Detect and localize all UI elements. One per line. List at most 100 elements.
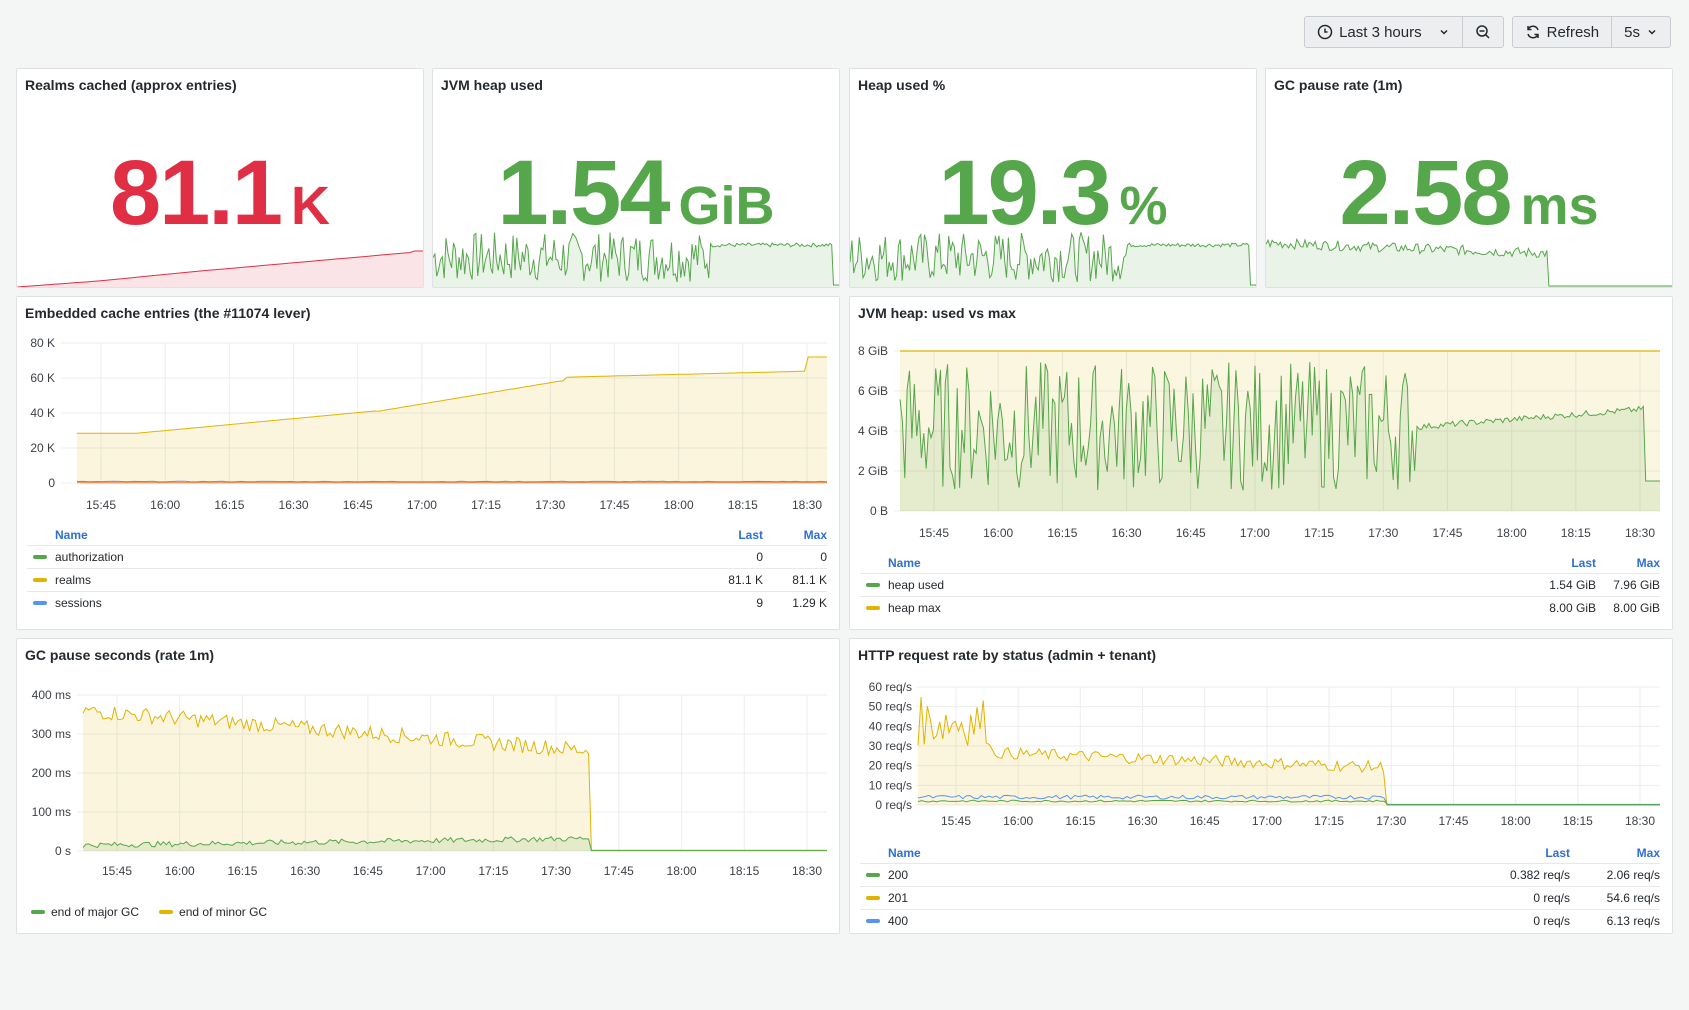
- legend-row[interactable]: 200 0.382 req/s 2.06 req/s: [860, 863, 1660, 886]
- series-last: 0: [756, 550, 763, 564]
- panel-embedded-cache-entries[interactable]: Embedded cache entries (the #11074 lever…: [16, 296, 840, 630]
- panel-title: JVM heap used: [441, 77, 543, 93]
- stat-panel-realms-cached[interactable]: Realms cached (approx entries) 81.1 K: [16, 68, 424, 288]
- series-name: authorization: [55, 550, 124, 564]
- legend-row[interactable]: heap max 8.00 GiB 8.00 GiB: [860, 596, 1660, 619]
- x-tick-label: 17:45: [1438, 814, 1468, 828]
- legend-row[interactable]: authorization 0 0: [27, 545, 827, 568]
- panel-title: Heap used %: [858, 77, 946, 93]
- legend-header-name[interactable]: Name: [55, 528, 88, 542]
- x-tick-label: 17:30: [1376, 814, 1406, 828]
- legend-row[interactable]: sessions 9 1.29 K: [27, 591, 827, 614]
- series-swatch: [159, 910, 174, 914]
- y-tick-label: 100 ms: [32, 805, 71, 819]
- time-range-label: Last 3 hours: [1339, 23, 1422, 41]
- series-last: 8.00 GiB: [1549, 601, 1596, 615]
- y-tick-label: 20 req/s: [869, 759, 912, 773]
- legend-header-max[interactable]: Max: [1636, 556, 1660, 570]
- series-name: 201: [888, 891, 909, 905]
- y-tick-label: 8 GiB: [858, 344, 888, 358]
- legend-table: Name Last Max heap used 1.54 GiB 7.96 Gi…: [860, 553, 1660, 619]
- x-tick-label: 16:15: [1065, 814, 1095, 828]
- series-swatch: [866, 606, 880, 610]
- x-tick-label: 16:15: [227, 864, 257, 878]
- legend-item[interactable]: end of minor GC: [159, 905, 267, 919]
- series-400-line: [917, 794, 1660, 806]
- legend-row[interactable]: 400 0 req/s 6.13 req/s: [860, 909, 1660, 932]
- series-max: 0: [820, 550, 827, 564]
- series-heap-used-line: [899, 362, 1660, 491]
- y-tick-label: 0 B: [870, 504, 888, 518]
- y-tick-label: 4 GiB: [858, 424, 888, 438]
- refresh-group: Refresh 5s: [1511, 16, 1671, 48]
- legend-row[interactable]: heap used 1.54 GiB 7.96 GiB: [860, 573, 1660, 596]
- series-last: 0.382 req/s: [1509, 868, 1570, 882]
- sparkline-area: [433, 232, 839, 287]
- x-tick-label: 17:00: [407, 498, 437, 512]
- series-max: 81.1 K: [792, 573, 827, 587]
- time-range-picker[interactable]: Last 3 hours: [1305, 17, 1463, 47]
- sparkline-line: [1266, 237, 1672, 287]
- stat-unit: K: [291, 176, 331, 236]
- legend-item[interactable]: end of major GC: [31, 905, 139, 919]
- y-tick-label: 400 ms: [32, 688, 71, 702]
- x-tick-label: 17:15: [1304, 526, 1334, 540]
- stat-panel-gc-pause-rate[interactable]: GC pause rate (1m) 2.58 ms: [1265, 68, 1673, 288]
- panel-gc-pause-seconds[interactable]: GC pause seconds (rate 1m) 0 s 100 ms 200 …: [16, 638, 840, 934]
- series-name: end of minor GC: [179, 905, 268, 919]
- x-tick-label: 16:45: [1176, 526, 1206, 540]
- x-tick-label: 18:00: [1501, 814, 1531, 828]
- x-tick-label: 17:30: [1368, 526, 1398, 540]
- y-tick-label: 60 K: [30, 371, 55, 385]
- timeseries-chart: 0 s 100 ms 200 ms 300 ms 400 ms 15:45 16:00 16:…: [32, 688, 827, 878]
- y-tick-label: 2 GiB: [858, 464, 888, 478]
- refresh-interval-label: 5s: [1624, 23, 1640, 41]
- x-tick-label: 17:45: [604, 864, 634, 878]
- legend-header-last[interactable]: Last: [1545, 846, 1570, 860]
- series-swatch: [866, 583, 880, 587]
- legend-header-name[interactable]: Name: [888, 556, 921, 570]
- x-tick-label: 16:45: [343, 498, 373, 512]
- stat-unit: %: [1119, 176, 1168, 236]
- series-swatch: [866, 896, 880, 900]
- panel-http-request-rate[interactable]: HTTP request rate by status (admin + ten…: [849, 638, 1673, 934]
- x-tick-label: 15:45: [86, 498, 116, 512]
- y-tick-label: 300 ms: [32, 727, 71, 741]
- x-tick-label: 18:30: [1625, 814, 1655, 828]
- legend-table: Name Last Max authorization 0 0 realms 8…: [27, 525, 827, 614]
- stat-value: 2.58 ms: [1266, 141, 1672, 246]
- x-tick-label: 17:15: [478, 864, 508, 878]
- stat-panel-jvm-heap-used[interactable]: JVM heap used 1.54 GiB: [432, 68, 840, 288]
- series-swatch: [866, 873, 880, 877]
- series-name: 400: [888, 914, 909, 928]
- series-last: 1.54 GiB: [1549, 578, 1596, 592]
- panel-jvm-heap-used-vs-max[interactable]: JVM heap: used vs max 0 B 2 GiB 4 GiB 6 GiB…: [849, 296, 1673, 630]
- refresh-interval-picker[interactable]: 5s: [1612, 17, 1670, 47]
- x-tick-label: 17:00: [416, 864, 446, 878]
- stat-unit: GiB: [678, 176, 775, 236]
- legend-row[interactable]: realms 81.1 K 81.1 K: [27, 568, 827, 591]
- y-tick-label: 40 K: [30, 406, 55, 420]
- legend-header-max[interactable]: Max: [1636, 846, 1660, 860]
- zoom-out-icon: [1475, 25, 1490, 39]
- time-picker-group: Last 3 hours: [1304, 16, 1504, 48]
- stat-number: 2.58: [1339, 142, 1512, 244]
- zoom-out-button[interactable]: [1463, 17, 1503, 47]
- legend-header-name[interactable]: Name: [888, 846, 921, 860]
- series-max: 1.29 K: [792, 596, 827, 610]
- sparkline-area: [1266, 239, 1672, 287]
- y-tick-label: 50 req/s: [869, 700, 912, 714]
- x-tick-label: 17:30: [535, 498, 565, 512]
- legend-header-last[interactable]: Last: [1571, 556, 1596, 570]
- legend-header-max[interactable]: Max: [803, 528, 827, 542]
- series-name: heap used: [888, 578, 945, 592]
- legend-row[interactable]: 201 0 req/s 54.6 req/s: [860, 886, 1660, 909]
- series-last: 81.1 K: [728, 573, 763, 587]
- legend-table: Name Last Max 200 0.382 req/s 2.06 req/s…: [860, 843, 1660, 932]
- legend-header-last[interactable]: Last: [738, 528, 763, 542]
- legend-header: Name Last Max: [860, 843, 1660, 863]
- refresh-button[interactable]: Refresh: [1513, 17, 1613, 47]
- series-max: 8.00 GiB: [1613, 601, 1660, 615]
- stat-panel-heap-used-percent[interactable]: Heap used % 19.3%: [849, 68, 1257, 288]
- x-tick-label: 17:15: [1314, 814, 1344, 828]
